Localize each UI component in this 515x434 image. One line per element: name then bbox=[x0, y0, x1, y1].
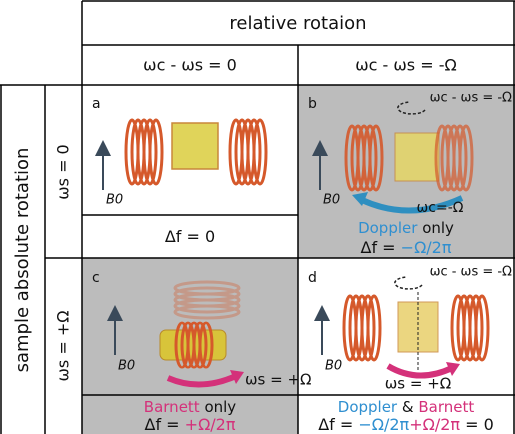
figure: relative rotaion ωc - ωs = 0 ωc - ωs = -… bbox=[0, 0, 515, 434]
caption: Doppler only bbox=[358, 219, 454, 237]
rotation-arrow bbox=[395, 277, 422, 289]
annotation: ωs = +Ω bbox=[385, 375, 452, 393]
column-header: ωc - ωs = 0 bbox=[143, 56, 237, 75]
text-part: Δf = bbox=[318, 415, 358, 434]
text-part: Barnett bbox=[418, 398, 474, 416]
annotation: ωs = +Ω bbox=[245, 371, 312, 389]
coil bbox=[230, 120, 266, 184]
panel-letter: d bbox=[308, 270, 317, 286]
text-part: & bbox=[397, 398, 418, 416]
formula: Δf = +Ω/2π bbox=[145, 415, 236, 434]
caption: Doppler & Barnett bbox=[338, 398, 475, 416]
text-part: Δf = 0 bbox=[165, 227, 215, 246]
row-header: ωs = 0 bbox=[54, 144, 73, 200]
formula: Δf = 0 bbox=[165, 227, 215, 246]
sample bbox=[395, 133, 439, 181]
column-header: ωc - ωs = -Ω bbox=[355, 56, 456, 75]
coil bbox=[126, 120, 162, 184]
formula: Δf = −Ω/2π bbox=[361, 238, 452, 257]
panel-letter: b bbox=[308, 96, 317, 112]
row-group-title: sample absolute rotation bbox=[12, 148, 33, 373]
annotation: ωc - ωs = -Ω bbox=[430, 91, 512, 106]
header-title: relative rotaion bbox=[229, 13, 366, 34]
annotation: ωc=-Ω bbox=[417, 200, 464, 216]
panel-letter: a bbox=[92, 96, 101, 112]
text-part: Δf = bbox=[361, 238, 401, 257]
panel-d: d ωc - ωs = -Ω B0 ωs = +Ω Doppler & Barn… bbox=[308, 265, 512, 434]
text-part: −Ω/2π bbox=[358, 415, 409, 434]
caption: Barnett only bbox=[144, 398, 237, 416]
text-part: −Ω/2π bbox=[401, 238, 452, 257]
text-part: only bbox=[417, 219, 454, 237]
panel-a: a B0 Δf = 0 bbox=[92, 96, 266, 246]
text-part: only bbox=[200, 398, 237, 416]
row-header: ωs = +Ω bbox=[54, 311, 73, 382]
text-part: Barnett bbox=[144, 398, 200, 416]
field-label: B0 bbox=[106, 193, 123, 208]
text-part: +Ω/2π bbox=[185, 415, 236, 434]
coil bbox=[344, 296, 380, 360]
text-part: +Ω/2π bbox=[409, 415, 460, 434]
annotation: ωc - ωs = -Ω bbox=[430, 265, 512, 280]
panel-letter: c bbox=[92, 270, 100, 286]
formula: Δf = −Ω/2π+Ω/2π = 0 bbox=[318, 415, 494, 434]
field-label: B0 bbox=[325, 359, 342, 374]
coil bbox=[452, 296, 488, 360]
text-part: Doppler bbox=[338, 398, 398, 416]
text-part: = 0 bbox=[460, 415, 494, 434]
text-part: Δf = bbox=[145, 415, 185, 434]
field-label: B0 bbox=[323, 193, 340, 208]
field-label: B0 bbox=[118, 359, 135, 374]
sample bbox=[172, 123, 218, 169]
text-part: Doppler bbox=[358, 219, 418, 237]
